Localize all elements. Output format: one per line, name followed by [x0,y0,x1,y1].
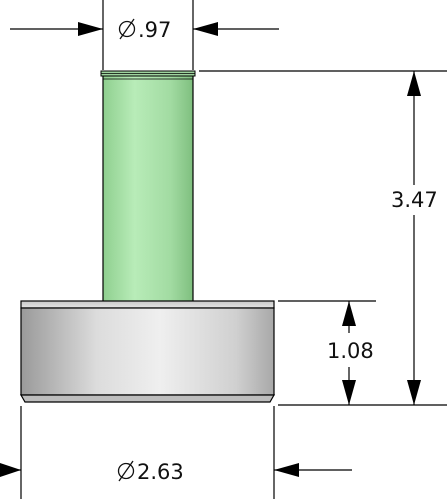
total-height-value: 3.47 [391,188,438,212]
dim-base-diameter [0,406,352,499]
dim-stem-diameter [10,0,279,70]
dim-base-diameter-label: 2.63 [117,460,184,484]
dim-total-height [199,70,447,406]
stem-body [102,73,194,303]
dim-base-height [278,300,376,405]
base-height-value: 1.08 [327,339,374,363]
base-diameter-value: 2.63 [137,460,184,484]
base-top-face [20,300,275,309]
dim-stem-diameter-label: .97 [118,18,171,42]
stem-diameter-value: .97 [138,18,171,42]
base-chamfer [19,394,276,403]
part [19,70,276,403]
base-body [20,307,275,396]
